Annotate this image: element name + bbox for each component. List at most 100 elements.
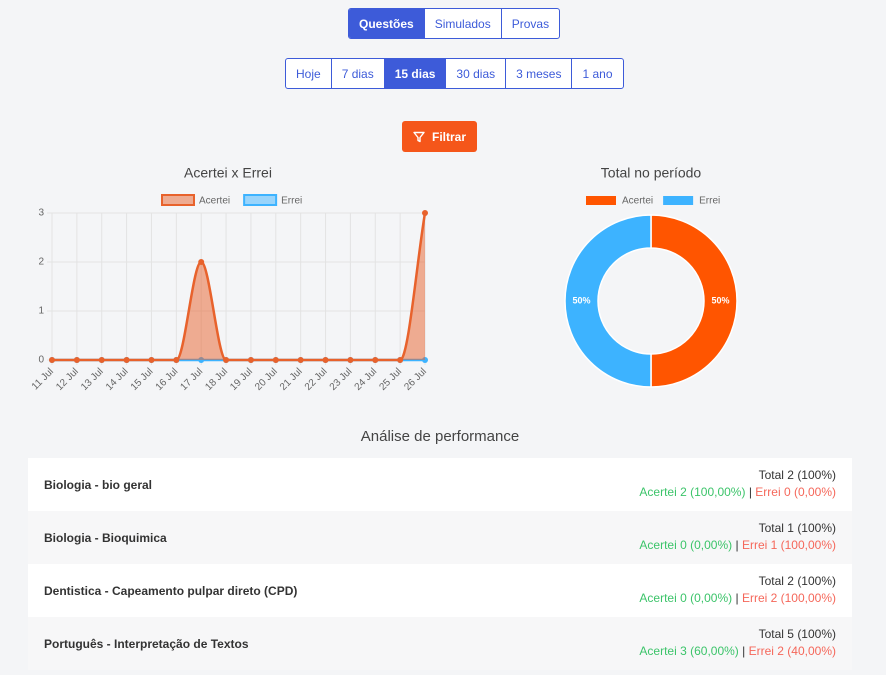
performance-row: Biologia - bio geral Total 2 (100%) Acerte… <box>28 458 852 511</box>
point <box>422 210 428 216</box>
filter-icon <box>413 131 425 142</box>
donut-segment <box>564 214 652 388</box>
point <box>297 357 304 363</box>
acertei: Acertei 3 (60,00%) <box>639 644 739 658</box>
point <box>247 357 254 363</box>
stats: Total 1 (100%) Acertei 0 (0,00%) | Errei … <box>639 520 836 554</box>
tab[interactable]: Provas <box>500 9 559 38</box>
line <box>52 212 427 362</box>
legend-label: Errei <box>699 196 720 207</box>
subject: Dentistica - Capeamento pulpar direto (C… <box>44 583 298 598</box>
period-button[interactable]: 3 meses <box>505 59 571 88</box>
errei: Errei 2 (40,00%) <box>748 644 836 658</box>
performance-row: Biologia - Bioquimica Total 1 (100%) Acert… <box>28 511 852 564</box>
tab[interactable]: Questões <box>349 9 424 38</box>
x-tick-label: 18 Jul <box>203 366 230 393</box>
x-tick-label: 24 Jul <box>353 366 380 393</box>
y-tick-label: 0 <box>38 355 44 366</box>
x-tick-label: 12 Jul <box>54 366 81 393</box>
total: Total 2 (100%) <box>758 468 836 482</box>
legend-label: Acertei <box>622 196 653 207</box>
separator: | <box>742 644 746 658</box>
legend-label: Errei <box>281 196 302 207</box>
acertei: Acertei 0 (0,00%) <box>639 591 733 605</box>
subject: Biologia - bio geral <box>44 477 153 492</box>
x-tick-label: 22 Jul <box>303 366 330 393</box>
separator: | <box>748 485 752 499</box>
subject: Português - Interpretação de Textos <box>44 636 249 651</box>
x-tick-label: 14 Jul <box>104 366 131 393</box>
period-group: Hoje 7 dias 15 dias 30 dias 3 meses 1 ano <box>285 58 624 89</box>
x-tick-label: 25 Jul <box>377 366 404 393</box>
data-label: 50% <box>572 295 590 305</box>
point <box>198 259 205 265</box>
section-title: Análise de performance <box>360 428 520 445</box>
point <box>49 357 55 363</box>
point <box>73 357 80 363</box>
point <box>223 357 230 363</box>
total: Total 5 (100%) <box>758 627 836 641</box>
point <box>272 357 279 363</box>
point <box>148 357 155 363</box>
legend-swatch <box>161 194 195 206</box>
result-line: Acertei 0 (0,00%) | Errei 1 (100,00%) <box>639 537 836 554</box>
result-line: Acertei 0 (0,00%) | Errei 2 (100,00%) <box>639 590 836 607</box>
errei: Errei 1 (100,00%) <box>741 538 836 552</box>
x-tick-label: 15 Jul <box>129 366 156 393</box>
total: Total 1 (100%) <box>758 521 836 535</box>
filter-button[interactable]: Filtrar <box>402 121 477 152</box>
point <box>98 357 105 363</box>
acertei: Acertei 0 (0,00%) <box>639 538 733 552</box>
legend-swatch <box>243 194 278 206</box>
errei: Errei 2 (100,00%) <box>741 591 836 605</box>
filter-label: Filtrar <box>431 129 466 144</box>
point <box>123 357 130 363</box>
point <box>322 357 329 363</box>
legend-label: Acertei <box>199 196 230 207</box>
total: Total 2 (100%) <box>758 574 836 588</box>
area <box>52 213 425 360</box>
period-button[interactable]: 7 dias <box>330 59 384 88</box>
chart-title: Acertei x Errei <box>184 165 272 181</box>
charts: Acertei x Errei Acertei Errei 0 1 2 3 11 Jul12 … <box>30 165 738 393</box>
point <box>347 357 354 363</box>
x-tick-label: 19 Jul <box>228 366 255 393</box>
errei: Errei 0 (0,00%) <box>755 485 836 499</box>
period-button[interactable]: 30 dias <box>445 59 505 88</box>
stats: Total 5 (100%) Acertei 3 (60,00%) | Errei… <box>639 626 836 660</box>
x-tick-label: 20 Jul <box>253 366 280 393</box>
legend-swatch <box>663 196 694 205</box>
y-tick-label: 1 <box>38 306 44 317</box>
performance-table: Biologia - bio geral Total 2 (100%) Acerte… <box>28 458 852 670</box>
subject: Biologia - Bioquimica <box>44 530 167 545</box>
point <box>397 357 404 363</box>
tab[interactable]: Simulados <box>423 9 501 38</box>
y-tick-label: 2 <box>38 257 44 268</box>
x-tick-label: 16 Jul <box>154 366 181 393</box>
x-tick-label: 11 Jul <box>30 366 56 392</box>
performance-row: Dentistica - Capeamento pulpar direto (C… <box>28 564 852 617</box>
acertei: Acertei 2 (100,00%) <box>639 485 746 499</box>
point <box>173 357 180 363</box>
x-tick-label: 23 Jul <box>328 366 355 393</box>
separator: | <box>735 538 739 552</box>
period-button[interactable]: Hoje <box>296 66 321 81</box>
point <box>372 357 379 363</box>
stats: Total 2 (100%) Acertei 2 (100,00%) | Erre… <box>639 467 836 501</box>
x-tick-label: 17 Jul <box>179 366 206 393</box>
result-line: Acertei 2 (100,00%) | Errei 0 (0,00%) <box>639 484 836 501</box>
period-button[interactable]: 15 dias <box>383 59 446 88</box>
result-line: Acertei 3 (60,00%) | Errei 2 (40,00%) <box>639 643 836 660</box>
stats: Total 2 (100%) Acertei 0 (0,00%) | Errei … <box>639 573 836 607</box>
tab-group: Questões Simulados Provas <box>348 8 561 39</box>
period-button[interactable]: 1 ano <box>571 59 622 88</box>
x-tick-label: 13 Jul <box>79 366 106 393</box>
x-tick-label: 26 Jul <box>402 366 429 393</box>
donut-segment <box>650 214 738 388</box>
separator: | <box>735 591 739 605</box>
chart-title: Total no período <box>601 165 702 181</box>
data-label: 50% <box>711 295 729 305</box>
x-tick-label: 21 Jul <box>278 366 305 393</box>
legend-swatch <box>586 196 616 205</box>
